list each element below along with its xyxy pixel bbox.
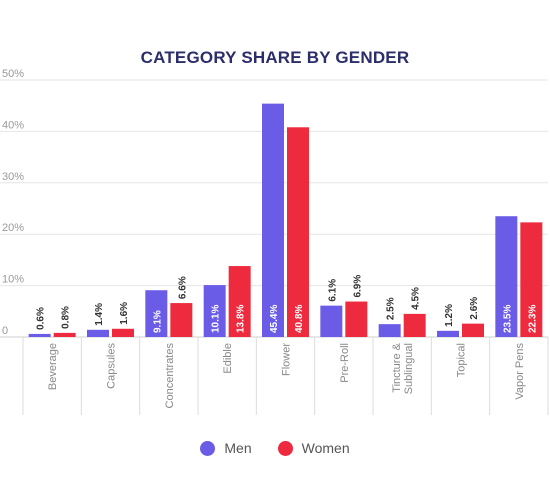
- bar-men: [437, 330, 459, 337]
- bar-women: [520, 222, 543, 337]
- bar-men: [320, 305, 343, 337]
- legend-label-women: Women: [301, 440, 350, 456]
- data-label: 4.5%: [411, 287, 422, 310]
- legend-item-men[interactable]: Men: [200, 440, 252, 456]
- x-tick-label: Beverage: [47, 343, 59, 390]
- bar-women: [345, 301, 368, 337]
- bar-women: [53, 332, 76, 337]
- x-tick-label: Topical: [456, 343, 468, 377]
- bar-women: [170, 303, 193, 337]
- bar-women: [112, 328, 134, 337]
- y-tick-label: 50%: [2, 68, 24, 80]
- data-label: 1.4%: [94, 303, 105, 326]
- x-tick-label: Pre-Roll: [339, 343, 351, 383]
- bar-men: [203, 285, 226, 337]
- data-label: 10.1%: [211, 305, 222, 333]
- bar-men: [495, 216, 518, 337]
- data-label: 40.8%: [294, 305, 305, 333]
- y-tick-label: 20%: [2, 222, 24, 234]
- data-label: 0.8%: [61, 306, 72, 329]
- bar-women: [403, 313, 426, 337]
- bar-women: [228, 266, 251, 337]
- data-label: 6.1%: [327, 279, 338, 302]
- data-label: 13.8%: [236, 305, 247, 333]
- bar-men: [28, 333, 51, 337]
- bar-men: [145, 290, 168, 337]
- x-tick-label: Tincture &: [391, 342, 403, 392]
- bar-men: [262, 103, 284, 337]
- bar-women: [462, 323, 484, 337]
- data-label: 2.6%: [469, 297, 480, 320]
- x-tick-label: Capsules: [106, 343, 118, 389]
- y-tick-label: 30%: [2, 171, 24, 183]
- data-label: 6.6%: [177, 276, 188, 299]
- legend-swatch-men: [200, 440, 216, 456]
- x-tick-label: Sublingual: [403, 343, 415, 394]
- data-label: 22.3%: [527, 305, 538, 333]
- data-label: 6.9%: [352, 275, 363, 298]
- bar-men: [378, 324, 401, 337]
- data-label: 1.2%: [444, 304, 455, 327]
- data-label: 0.6%: [36, 307, 47, 330]
- legend-item-women[interactable]: Women: [277, 440, 350, 456]
- data-label: 9.1%: [152, 310, 163, 333]
- x-tick-label: Vapor Pens: [514, 343, 526, 400]
- y-tick-label: 0: [2, 325, 8, 337]
- bar-men: [87, 329, 109, 337]
- data-label: 45.4%: [269, 305, 280, 333]
- x-tick-label: Flower: [281, 343, 293, 376]
- x-tick-label: Edible: [222, 343, 234, 374]
- legend-label-men: Men: [224, 440, 252, 456]
- data-label: 23.5%: [502, 305, 513, 333]
- y-tick-label: 10%: [2, 274, 24, 286]
- data-label: 2.5%: [386, 297, 397, 320]
- legend-swatch-women: [277, 440, 293, 456]
- y-tick-label: 40%: [2, 119, 24, 131]
- chart-title: CATEGORY SHARE BY GENDER: [140, 48, 410, 67]
- x-tick-label: Concentrates: [164, 343, 176, 409]
- data-label: 1.6%: [119, 302, 130, 325]
- bar-women: [287, 127, 309, 338]
- legend: Men Women: [0, 440, 550, 456]
